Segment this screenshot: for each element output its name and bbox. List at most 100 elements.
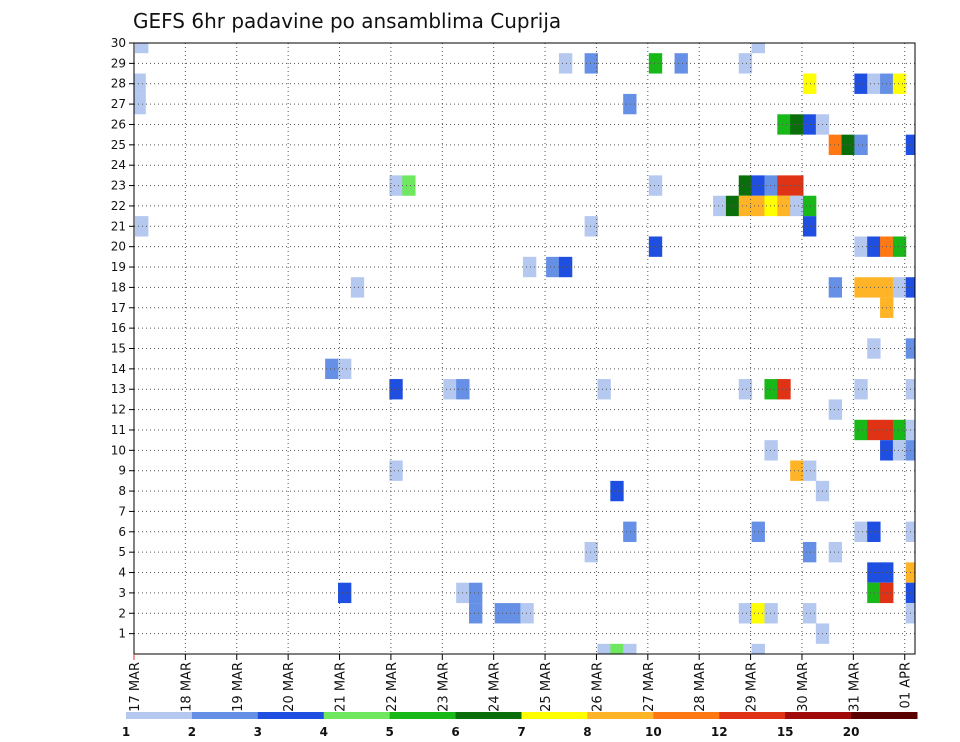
heatmap-cell <box>867 338 881 359</box>
heatmap-cell <box>802 73 817 94</box>
x-tick-label: 28 MAR <box>693 662 708 712</box>
heatmap-cell <box>828 134 843 156</box>
heatmap-cell <box>494 603 509 624</box>
y-tick-label: 2 <box>118 606 126 620</box>
y-tick-label: 27 <box>111 97 126 111</box>
heatmap-cell <box>854 379 868 400</box>
legend-swatch <box>191 712 259 719</box>
legend-swatch <box>851 712 918 719</box>
y-tick-label: 29 <box>111 56 126 70</box>
y-tick-label: 11 <box>111 423 126 437</box>
heatmap-cell <box>751 43 765 54</box>
heatmap-cell <box>777 195 791 217</box>
y-tick-label: 7 <box>118 504 126 518</box>
x-tick-label: 19 MAR <box>231 662 246 712</box>
heatmap-cell <box>892 277 907 298</box>
y-axis-ticks: 1234567891011121314151617181920212223242… <box>111 36 134 641</box>
legend-label: 1 <box>122 725 130 739</box>
y-tick-label: 1 <box>118 627 126 641</box>
heatmap-cell <box>648 236 663 257</box>
heatmap-cell <box>648 53 663 74</box>
heatmap-cell <box>584 541 598 563</box>
x-tick-label: 31 MAR <box>847 662 862 712</box>
legend-swatch <box>323 712 391 719</box>
heatmap-cell <box>867 419 881 441</box>
y-tick-label: 15 <box>111 342 126 356</box>
legend-swatch <box>257 712 325 719</box>
heatmap-cell <box>389 460 403 481</box>
y-tick-label: 28 <box>111 77 126 91</box>
y-tick-label: 22 <box>111 199 126 213</box>
heatmap-cell <box>764 379 778 400</box>
heatmap-cell <box>337 582 352 604</box>
heatmap-cell <box>802 216 817 237</box>
heatmap-cell <box>790 175 804 196</box>
y-tick-label: 18 <box>111 280 126 294</box>
x-tick-label: 30 MAR <box>796 662 811 712</box>
legend-swatch <box>126 712 193 719</box>
y-tick-label: 30 <box>111 36 126 50</box>
y-tick-label: 10 <box>111 443 126 457</box>
heatmap-cell <box>597 379 611 400</box>
legend-label: 6 <box>451 725 459 739</box>
heatmap-cell <box>777 379 791 400</box>
heatmap-cell <box>134 73 146 94</box>
heatmap-cell <box>854 73 868 94</box>
heatmap-cell <box>854 236 868 257</box>
heatmap-cell <box>802 114 817 135</box>
heatmap-cell <box>777 114 791 135</box>
heatmap-cell <box>867 73 881 94</box>
legend-label: 10 <box>645 725 662 739</box>
heatmap-cell <box>777 175 791 196</box>
y-tick-label: 25 <box>111 138 126 152</box>
heatmap-cell <box>867 562 881 583</box>
heatmap-cell <box>623 93 637 115</box>
heatmap-cell <box>610 480 624 502</box>
y-tick-label: 17 <box>111 301 126 315</box>
heatmap-cell <box>134 93 146 115</box>
x-tick-label: 27 MAR <box>642 662 657 712</box>
legend-swatch <box>455 712 522 719</box>
heatmap-cell <box>738 53 753 74</box>
legend-label: 15 <box>777 725 794 739</box>
heatmap-cell <box>443 379 457 400</box>
heatmap-cell <box>546 256 560 278</box>
heatmap-cell <box>790 114 804 135</box>
y-tick-label: 9 <box>118 464 126 478</box>
legend-label: 3 <box>254 725 262 739</box>
y-tick-label: 21 <box>111 219 126 233</box>
heatmap-cell <box>764 175 778 196</box>
heatmap-cell <box>469 603 483 624</box>
heatmap-cell <box>867 277 881 298</box>
heatmap-cell <box>802 460 817 481</box>
x-tick-label: 25 MAR <box>539 662 554 712</box>
heatmap-cell <box>867 582 881 604</box>
y-tick-label: 4 <box>118 566 126 580</box>
legend-label: 7 <box>517 725 525 739</box>
heatmap-cells <box>134 43 915 654</box>
x-axis-ticks: 17 MAR 18 MAR 19 MAR 20 MAR 21 MAR 22 MAR 23 M… <box>128 654 914 712</box>
y-tick-label: 26 <box>111 117 126 131</box>
heatmap-cell <box>892 440 907 461</box>
heatmap-cell <box>867 521 881 542</box>
heatmap-cell <box>135 216 149 237</box>
legend-swatch <box>785 712 852 719</box>
legend-label: 8 <box>583 725 591 739</box>
y-tick-label: 5 <box>118 545 126 559</box>
heatmap-cell <box>469 582 483 604</box>
heatmap-cell <box>389 379 403 400</box>
y-tick-label: 3 <box>118 586 126 600</box>
y-tick-label: 19 <box>111 260 126 274</box>
heatmap-cell <box>828 399 843 420</box>
x-tick-label: 18 MAR <box>179 662 194 712</box>
heatmap-cell <box>854 134 868 156</box>
heatmap-cell <box>738 603 753 624</box>
heatmap-cell <box>558 256 573 278</box>
heatmap-cell <box>738 379 753 400</box>
x-tick-label: 23 MAR <box>436 662 451 712</box>
y-tick-label: 14 <box>111 362 126 376</box>
x-tick-label: 29 MAR <box>745 662 760 712</box>
heatmap-cell <box>610 643 624 654</box>
heatmap-cell <box>135 43 149 54</box>
heatmap-cell <box>350 277 365 298</box>
